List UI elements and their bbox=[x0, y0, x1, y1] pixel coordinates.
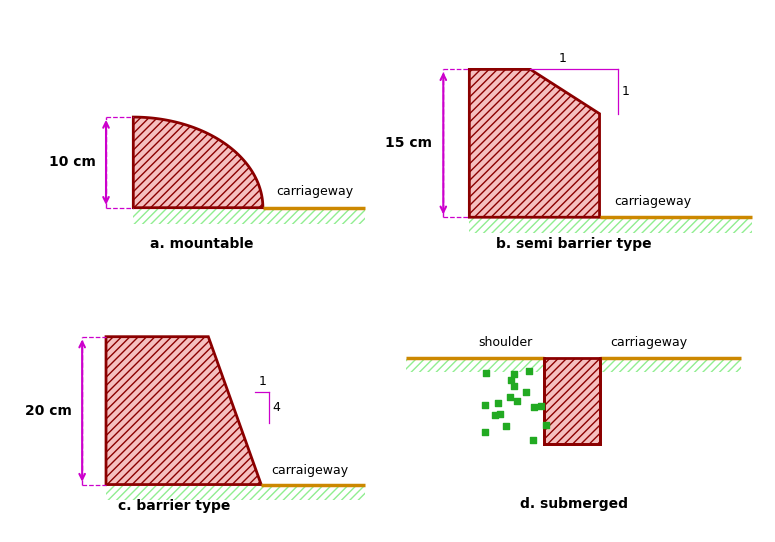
Point bbox=[480, 369, 492, 377]
Bar bbox=[406, 358, 544, 372]
Text: carriageway: carriageway bbox=[615, 195, 691, 208]
Point bbox=[508, 382, 520, 390]
Point bbox=[479, 428, 491, 436]
Text: 10 cm: 10 cm bbox=[49, 156, 96, 170]
Point bbox=[526, 435, 539, 444]
Text: carraigeway: carraigeway bbox=[271, 464, 349, 478]
Point bbox=[520, 388, 532, 397]
Text: d. submerged: d. submerged bbox=[519, 497, 628, 511]
Polygon shape bbox=[470, 69, 600, 217]
Point bbox=[508, 370, 520, 379]
Point bbox=[492, 398, 505, 407]
Text: 1: 1 bbox=[622, 85, 630, 98]
Text: carriageway: carriageway bbox=[611, 335, 688, 349]
Point bbox=[511, 397, 523, 405]
Point bbox=[504, 393, 516, 402]
Point bbox=[494, 410, 506, 418]
Bar bbox=[470, 217, 752, 233]
Point bbox=[536, 402, 548, 411]
Text: 15 cm: 15 cm bbox=[385, 136, 432, 150]
Point bbox=[505, 376, 517, 384]
Point bbox=[479, 401, 491, 410]
Point bbox=[539, 420, 552, 429]
Text: shoulder: shoulder bbox=[478, 335, 532, 349]
Bar bbox=[133, 208, 365, 224]
Bar bbox=[600, 358, 741, 372]
Point bbox=[528, 403, 540, 411]
Text: a. mountable: a. mountable bbox=[150, 237, 253, 250]
Point bbox=[500, 422, 512, 431]
Point bbox=[523, 367, 536, 376]
Point bbox=[488, 410, 501, 419]
Text: 1: 1 bbox=[259, 375, 267, 388]
Text: 20 cm: 20 cm bbox=[25, 404, 72, 418]
Polygon shape bbox=[544, 358, 600, 444]
Text: c. barrier type: c. barrier type bbox=[118, 499, 230, 513]
Text: b. semi barrier type: b. semi barrier type bbox=[496, 237, 651, 250]
Polygon shape bbox=[106, 337, 261, 485]
Text: 1: 1 bbox=[559, 51, 567, 64]
Bar bbox=[106, 485, 365, 500]
Polygon shape bbox=[133, 117, 263, 208]
Text: 4: 4 bbox=[272, 401, 280, 414]
Text: carriageway: carriageway bbox=[277, 185, 353, 198]
